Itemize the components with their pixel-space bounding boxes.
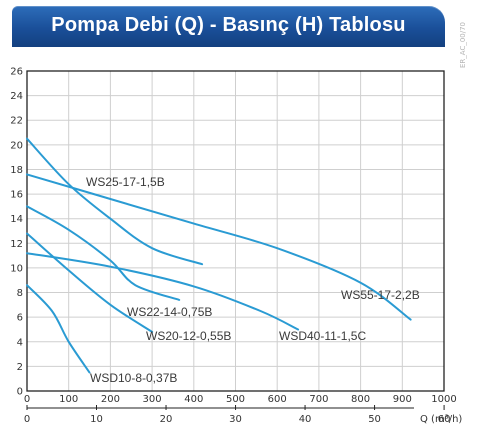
secondary-x-tick-label: 30 (229, 414, 242, 425)
curves (26, 137, 412, 374)
x-tick-label: 100 (59, 394, 78, 405)
y-tick-label: 0 (17, 387, 23, 398)
secondary-x-tick-label: 0 (24, 414, 30, 425)
chart-title: Pompa Debi (Q) - Basınç (H) Tablosu (51, 14, 406, 36)
x-tick-label: 300 (143, 394, 162, 405)
y-tick-label: 10 (10, 263, 23, 274)
x-tick-label: 0 (24, 394, 30, 405)
series-label: WS20-12-0,55B (146, 329, 231, 343)
x-tick-label: 500 (226, 394, 245, 405)
x-tick-label: 600 (268, 394, 287, 405)
secondary-x-tick-label: 40 (299, 414, 312, 425)
series-label: WSD40-11-1,5C (279, 329, 366, 343)
y-tick-label: 2 (17, 362, 23, 373)
x-tick-label: 1000 (431, 394, 456, 405)
y-tick-label: 14 (10, 214, 23, 225)
y-tick-label: 8 (17, 288, 23, 299)
series-label: WSD10-8-0,37B (90, 371, 177, 385)
x-tick-label: 700 (309, 394, 328, 405)
series-label: WS25-17-1,5B (86, 175, 165, 189)
series-label: WS55-17-2,2B (341, 288, 420, 302)
x-tick-label: 200 (101, 394, 120, 405)
y-tick-label: 4 (17, 337, 23, 348)
y-tick-label: 6 (17, 313, 23, 324)
secondary-x-tick-label: 60 (438, 414, 451, 425)
secondary-x-tick-label: 50 (368, 414, 381, 425)
grid-lines (26, 70, 445, 392)
y-tick-label: 12 (10, 239, 23, 250)
curve-WS55-17-2,2B (26, 173, 412, 321)
curve-WS25-17-1,5B (26, 137, 204, 266)
series-labels: WS25-17-1,5B WS55-17-2,2B WS22-14-0,75B WSD… (86, 175, 420, 385)
x-axis-label: Q (m³/h) (420, 414, 462, 425)
series-label: WS22-14-0,75B (127, 305, 212, 319)
y-tick-label: 24 (10, 91, 23, 102)
curve-WS22-14-0,75B (26, 205, 181, 301)
secondary-x-tick-label: 10 (90, 414, 103, 425)
y-tick-label: 18 (10, 165, 23, 176)
y-tick-label: 26 (10, 67, 23, 78)
x-tick-label: 900 (393, 394, 412, 405)
curve-WSD40-11-1,5C (26, 252, 300, 331)
x-tick-label: 400 (184, 394, 203, 405)
curve-WS20-12-0,55B (26, 232, 154, 333)
y-tick-label: 20 (10, 140, 23, 151)
y-tick-label: 16 (10, 190, 23, 201)
y-tick-label: 22 (10, 116, 23, 127)
x-tick-label: 800 (351, 394, 370, 405)
curve-WSD10-8-0,37B (26, 284, 91, 374)
plot-frame (26, 70, 445, 392)
title-banner: Pompa Debi (Q) - Basınç (H) Tablosu (12, 6, 445, 47)
secondary-x-tick-label: 20 (160, 414, 173, 425)
